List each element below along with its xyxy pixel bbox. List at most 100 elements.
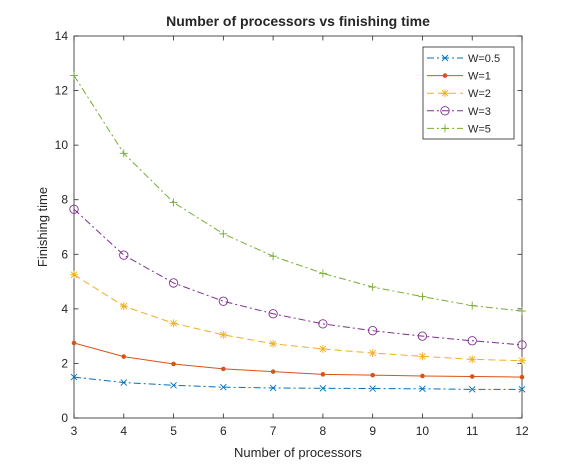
legend-entry: W=3 (427, 106, 491, 118)
data-point (319, 384, 327, 392)
marker-stroke (220, 383, 227, 391)
x-tick-label: 8 (320, 424, 327, 438)
data-point (368, 326, 378, 336)
x-tick-label: 11 (466, 424, 479, 438)
legend-marker (441, 89, 449, 98)
marker-stroke (70, 271, 78, 279)
data-point (370, 372, 375, 378)
data-point (519, 374, 525, 380)
series-line (73, 75, 523, 312)
x-tick-label: 6 (220, 424, 227, 438)
data-point (119, 302, 128, 311)
x-tick-label: 4 (120, 424, 127, 438)
data-point (517, 340, 527, 350)
data-point (468, 386, 476, 393)
y-tick-label: 4 (61, 302, 68, 316)
legend-marker (442, 73, 448, 78)
legend-marker (441, 124, 449, 133)
legend-label: W=1 (468, 71, 491, 83)
y-tick-label: 10 (55, 138, 69, 152)
legend-marker (440, 106, 450, 116)
x-axis-label: Number of processors (234, 445, 362, 460)
marker-stroke (170, 381, 177, 389)
data-point (221, 366, 226, 372)
y-tick-label: 0 (61, 411, 68, 425)
data-point (220, 383, 227, 391)
legend-entry: W=0.5 (427, 53, 500, 65)
y-axis-label: Finishing time (35, 187, 50, 267)
x-tick-label: 7 (270, 424, 277, 438)
data-point (70, 270, 78, 279)
legend-entry: W=1 (427, 71, 491, 83)
data-point (69, 204, 79, 214)
data-point (518, 386, 526, 393)
data-point (120, 379, 128, 386)
marker-stroke (369, 385, 376, 392)
marker-stroke (468, 356, 476, 363)
series-w-5 (70, 71, 526, 316)
marker-stroke (170, 320, 177, 327)
marker-stroke (120, 302, 128, 310)
data-point (420, 373, 425, 379)
marker-stroke (419, 353, 426, 360)
data-point (170, 381, 177, 389)
marker-stroke (319, 384, 327, 392)
y-tick-label: 12 (55, 84, 69, 98)
legend: W=0.5 W=1 W=2 W=3 W=5 (422, 46, 515, 140)
marker-stroke (369, 349, 376, 357)
legend-label: W=0.5 (468, 53, 500, 65)
data-point (269, 384, 277, 392)
data-point (71, 340, 77, 346)
series-w-0-5 (70, 373, 526, 393)
marker-stroke (120, 379, 128, 386)
data-point (268, 309, 278, 319)
series-line (73, 274, 523, 362)
data-point (468, 301, 477, 310)
marker-stroke (468, 386, 476, 393)
data-point (320, 372, 326, 377)
data-point (219, 229, 228, 238)
series-w-1 (71, 340, 525, 380)
data-point (369, 385, 376, 392)
data-point (168, 278, 179, 288)
data-point (219, 330, 228, 339)
data-point (169, 319, 178, 328)
series-line (73, 208, 523, 346)
data-point (121, 354, 127, 359)
data-point (218, 296, 228, 306)
data-point (368, 349, 377, 358)
series-w-3 (69, 204, 527, 350)
x-tick-label: 5 (170, 424, 177, 438)
data-point (469, 374, 475, 379)
data-point (468, 355, 477, 364)
data-point (70, 71, 78, 80)
data-point (467, 336, 477, 346)
data-point (269, 252, 278, 261)
marker-stroke (419, 385, 426, 393)
marker-stroke (269, 384, 277, 392)
legend-marker (441, 54, 449, 62)
data-point (169, 198, 178, 207)
data-point (269, 339, 278, 348)
marker-stroke (269, 340, 277, 348)
legend-label: W=5 (468, 123, 491, 135)
data-point (418, 292, 427, 301)
x-tick-label: 12 (515, 424, 529, 438)
x-tick-label: 3 (71, 424, 78, 438)
data-point (518, 356, 526, 365)
series-line (73, 376, 522, 390)
y-tick-label: 14 (55, 29, 69, 43)
data-point (318, 319, 328, 329)
series-w-2 (70, 270, 526, 365)
marker-stroke (319, 345, 327, 353)
data-point (318, 344, 327, 353)
chart-title: Number of processors vs finishing time (166, 13, 430, 29)
data-point (119, 250, 129, 260)
y-tick-label: 8 (61, 193, 68, 207)
series-line (73, 342, 523, 378)
data-point (417, 331, 428, 341)
data-point (318, 269, 327, 278)
x-tick-label: 10 (416, 424, 430, 438)
